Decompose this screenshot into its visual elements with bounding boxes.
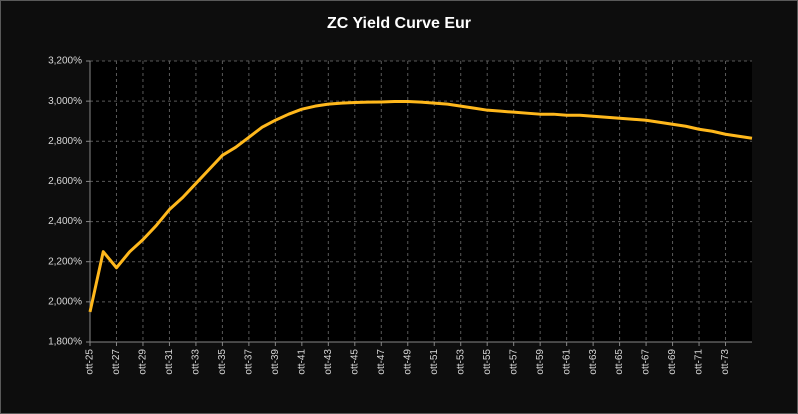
y-tick-label: 2,800% <box>48 136 82 147</box>
x-tick-label: ott-57 <box>508 349 519 375</box>
x-tick-label: ott-49 <box>402 349 413 375</box>
y-tick-label: 2,400% <box>48 216 82 227</box>
y-tick-label: 2,600% <box>48 176 82 187</box>
x-tick-label: ott-35 <box>217 349 228 375</box>
x-tick-label: ott-53 <box>455 349 466 375</box>
y-tick-label: 1,800% <box>48 337 82 348</box>
y-tick-label: 2,000% <box>48 296 82 307</box>
x-tick-label: ott-39 <box>270 349 281 375</box>
x-tick-label: ott-73 <box>720 349 731 375</box>
x-tick-label: ott-63 <box>588 349 599 375</box>
x-tick-label: ott-31 <box>164 349 175 375</box>
x-tick-label: ott-25 <box>85 349 96 375</box>
y-tick-label: 3,200% <box>48 56 82 67</box>
x-tick-label: ott-37 <box>244 349 255 375</box>
y-tick-label: 2,200% <box>48 256 82 267</box>
chart-title: ZC Yield Curve Eur <box>327 15 471 32</box>
x-tick-label: ott-47 <box>376 349 387 375</box>
x-tick-label: ott-27 <box>111 349 122 375</box>
x-tick-label: ott-43 <box>323 349 334 375</box>
x-tick-label: ott-71 <box>694 349 705 375</box>
x-tick-label: ott-41 <box>296 349 307 375</box>
x-tick-label: ott-51 <box>429 349 440 375</box>
y-tick-label: 3,000% <box>48 96 82 107</box>
plot-area <box>90 61 752 342</box>
x-tick-label: ott-61 <box>561 349 572 375</box>
x-tick-label: ott-55 <box>482 349 493 375</box>
x-tick-label: ott-45 <box>349 349 360 375</box>
x-tick-label: ott-69 <box>667 349 678 375</box>
x-tick-label: ott-29 <box>138 349 149 375</box>
x-tick-label: ott-65 <box>614 349 625 375</box>
x-tick-label: ott-33 <box>191 349 202 375</box>
x-tick-label: ott-59 <box>535 349 546 375</box>
line-series <box>88 100 753 313</box>
x-tick-label: ott-67 <box>641 349 652 375</box>
